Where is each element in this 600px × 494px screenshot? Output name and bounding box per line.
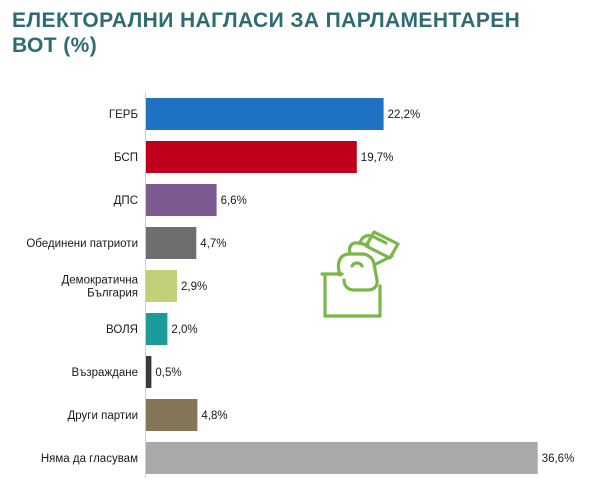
category-label-5: ВОЛЯ xyxy=(106,324,138,336)
value-label-2: 6,6% xyxy=(221,195,247,207)
value-label-0: 22,2% xyxy=(388,109,421,121)
category-label-8: Няма да гласувам xyxy=(41,453,138,465)
value-label-7: 4,8% xyxy=(201,410,227,422)
category-label-2: ДПС xyxy=(114,195,138,207)
value-label-4: 2,9% xyxy=(181,281,207,293)
category-label-7: Други партии xyxy=(68,410,139,422)
category-label-1: БСП xyxy=(114,152,138,164)
bar-8 xyxy=(146,442,538,474)
chart-title: ЕЛЕКТОРАЛНИ НАГЛАСИ ЗА ПАРЛАМЕНТАРЕН ВОТ… xyxy=(12,9,521,57)
category-label-3: Обединени патриоти xyxy=(26,238,138,250)
category-label-6: Възраждане xyxy=(72,367,138,379)
value-label-3: 4,7% xyxy=(200,238,226,250)
value-label-6: 0,5% xyxy=(155,367,181,379)
bar-3 xyxy=(146,227,197,259)
bar-6 xyxy=(146,356,152,388)
bar-0 xyxy=(146,98,384,130)
bars-layer: ГЕРБ 22,2% БСП 19,7% ДПС 6,6% Обединени патрио… xyxy=(26,98,574,474)
value-label-8: 36,6% xyxy=(542,453,575,465)
category-label-4: Демократична България xyxy=(62,275,139,300)
bar-7 xyxy=(146,399,198,431)
ballot-box-vote-icon xyxy=(320,230,400,318)
value-label-5: 2,0% xyxy=(171,324,197,336)
category-label-0: ГЕРБ xyxy=(109,109,138,121)
bar-5 xyxy=(146,313,168,345)
bar-2 xyxy=(146,184,217,216)
value-label-1: 19,7% xyxy=(361,152,394,164)
bar-1 xyxy=(146,141,357,173)
bar-4 xyxy=(146,270,177,302)
